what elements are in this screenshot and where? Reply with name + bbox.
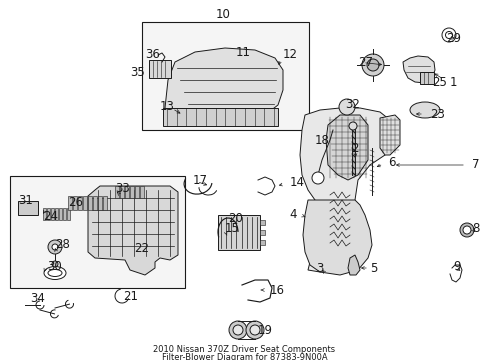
Bar: [47, 208, 50, 220]
Text: 26: 26: [68, 197, 83, 210]
Bar: [43, 208, 46, 220]
Bar: [98, 196, 102, 210]
Ellipse shape: [48, 270, 62, 276]
Circle shape: [48, 240, 62, 254]
Bar: [260, 240, 264, 245]
Bar: [18, 201, 38, 215]
Circle shape: [311, 172, 324, 184]
Text: 29: 29: [445, 31, 460, 45]
Text: 19: 19: [258, 324, 272, 337]
Text: 7: 7: [471, 158, 479, 171]
Text: 23: 23: [429, 108, 444, 121]
Bar: [163, 108, 278, 126]
Bar: [73, 196, 77, 210]
Circle shape: [249, 325, 260, 335]
Text: 1: 1: [449, 76, 457, 89]
Bar: [115, 186, 119, 198]
Polygon shape: [347, 255, 359, 275]
Text: 3: 3: [316, 261, 323, 274]
Text: 20: 20: [227, 211, 243, 225]
Bar: [419, 72, 433, 84]
Ellipse shape: [44, 266, 66, 279]
Text: 2010 Nissan 370Z Driver Seat Components: 2010 Nissan 370Z Driver Seat Components: [153, 346, 335, 355]
Polygon shape: [402, 56, 434, 83]
Text: 35: 35: [130, 67, 144, 80]
Circle shape: [245, 321, 264, 339]
Text: 10: 10: [215, 8, 230, 21]
Text: 12: 12: [283, 48, 297, 60]
Text: 36: 36: [145, 49, 160, 62]
Text: 8: 8: [471, 221, 478, 234]
Polygon shape: [303, 200, 371, 275]
Circle shape: [459, 223, 473, 237]
Polygon shape: [164, 48, 283, 122]
Bar: [120, 186, 124, 198]
Bar: [103, 196, 107, 210]
Ellipse shape: [409, 102, 439, 118]
Text: 4: 4: [289, 207, 296, 220]
Circle shape: [445, 31, 451, 39]
Text: 24: 24: [43, 210, 58, 222]
Text: 18: 18: [314, 135, 329, 148]
Polygon shape: [325, 115, 367, 180]
Polygon shape: [379, 115, 399, 155]
Bar: [142, 22, 308, 130]
Bar: [125, 186, 129, 198]
Bar: [218, 215, 260, 250]
Bar: [88, 196, 92, 210]
Circle shape: [228, 321, 246, 339]
Text: 16: 16: [269, 284, 285, 297]
Text: 32: 32: [345, 99, 359, 112]
Bar: [130, 186, 134, 198]
Circle shape: [52, 261, 58, 267]
Circle shape: [441, 28, 455, 42]
Text: 17: 17: [193, 174, 207, 186]
Bar: [55, 208, 58, 220]
Bar: [83, 196, 87, 210]
Text: 15: 15: [224, 221, 240, 234]
Text: 11: 11: [235, 45, 250, 58]
Text: 2: 2: [350, 141, 358, 154]
Bar: [68, 196, 72, 210]
Text: 9: 9: [452, 260, 460, 273]
Text: 34: 34: [30, 292, 45, 305]
Text: 21: 21: [123, 289, 138, 302]
Bar: [260, 230, 264, 235]
Bar: [135, 186, 139, 198]
Text: 5: 5: [369, 261, 377, 274]
Text: 22: 22: [134, 242, 149, 255]
Bar: [140, 186, 143, 198]
Circle shape: [462, 226, 470, 234]
Text: 14: 14: [289, 176, 305, 189]
Text: 13: 13: [160, 99, 175, 112]
Circle shape: [338, 99, 354, 115]
Bar: [149, 60, 171, 78]
Circle shape: [52, 244, 58, 250]
Bar: [59, 208, 62, 220]
Text: 25: 25: [431, 76, 446, 89]
Circle shape: [366, 59, 378, 71]
Polygon shape: [88, 186, 178, 275]
Bar: [63, 208, 66, 220]
Bar: [51, 208, 54, 220]
Bar: [78, 196, 82, 210]
Text: Filter-Blower Diagram for 87383-9N00A: Filter-Blower Diagram for 87383-9N00A: [162, 354, 326, 360]
Circle shape: [232, 325, 243, 335]
Polygon shape: [299, 108, 389, 272]
Bar: [260, 220, 264, 225]
Bar: [93, 196, 97, 210]
Text: 31: 31: [18, 194, 33, 207]
Text: 33: 33: [115, 183, 129, 195]
Text: 30: 30: [47, 261, 61, 274]
Circle shape: [348, 122, 356, 130]
Circle shape: [361, 54, 383, 76]
Text: 28: 28: [55, 238, 70, 252]
Text: 27: 27: [357, 55, 372, 68]
Bar: [10, 176, 184, 288]
Bar: [67, 208, 70, 220]
Text: 6: 6: [387, 156, 395, 168]
